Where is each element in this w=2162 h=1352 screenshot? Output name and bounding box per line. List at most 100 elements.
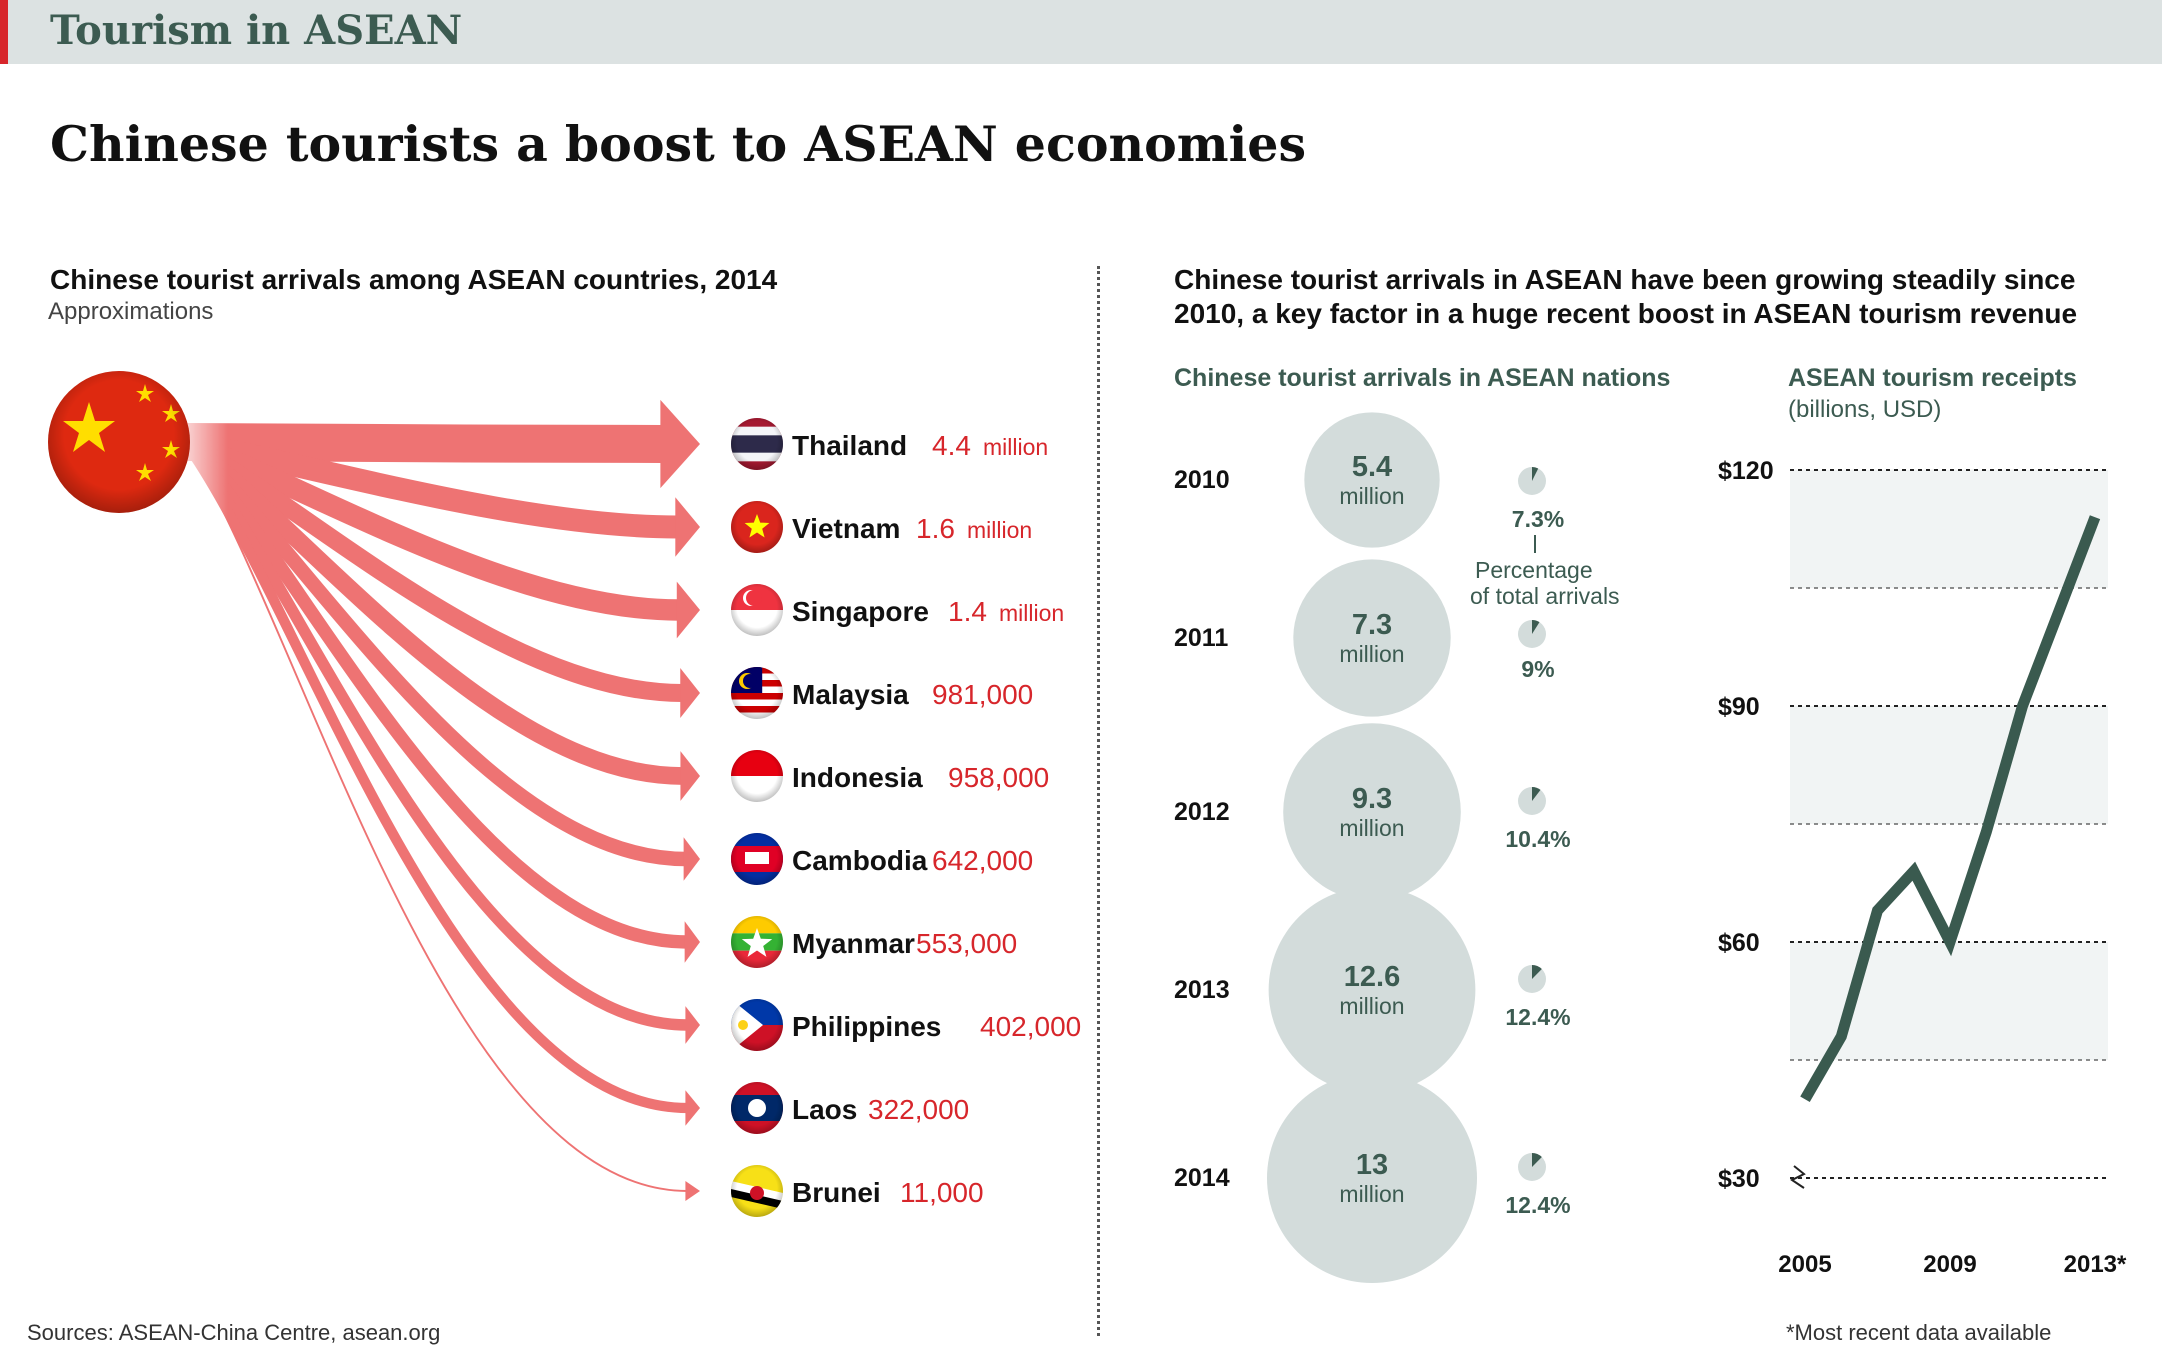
percent-label: 12.4% [1505, 1004, 1570, 1030]
percent-pie-2013 [1518, 965, 1546, 993]
arrow-philippines [180, 438, 700, 1044]
flags-layer [731, 418, 783, 1217]
myanmar-flag [731, 916, 783, 968]
arrow-fade [168, 400, 228, 1200]
cambodia-flag [731, 833, 783, 885]
country-value: 402,000 [980, 1011, 1081, 1042]
country-label: Thailand [792, 430, 907, 461]
bubble-year-label: 2010 [1174, 466, 1230, 494]
country-value: 4.4 [932, 430, 971, 461]
percent-label: 7.3% [1512, 506, 1564, 532]
right-panel-title-line2: 2010, a key factor in a huge recent boos… [1174, 298, 2078, 329]
country-label: Indonesia [792, 762, 923, 793]
country-value-unit: million [983, 434, 1048, 460]
country-label: Philippines [792, 1011, 941, 1042]
arrow-laos [180, 438, 700, 1126]
bubble-year-label: 2013 [1174, 976, 1230, 1004]
panel-divider [1097, 266, 1100, 1336]
arrow-indonesia [179, 434, 700, 801]
receipts-line [1800, 515, 2101, 1103]
malaysia-flag [731, 667, 783, 719]
right-panel-title-line1: Chinese tourist arrivals in ASEAN have b… [1174, 264, 2076, 295]
bubble-value: 7.3 [1352, 609, 1392, 641]
country-label: Vietnam [792, 513, 900, 544]
bubble-value: 5.4 [1352, 451, 1392, 483]
country-value: 322,000 [868, 1094, 969, 1125]
thailand-flag [731, 418, 783, 470]
arrow-singapore [181, 431, 700, 639]
country-value-unit: million [967, 517, 1032, 543]
bubble-year-label: 2014 [1174, 1164, 1230, 1192]
bubble-chart-title: Chinese tourist arrivals in ASEAN nation… [1174, 364, 1671, 392]
country-label: Myanmar [792, 928, 915, 959]
percent-pie-2012 [1518, 787, 1546, 815]
bubble-unit: million [1339, 641, 1404, 667]
arrow-cambodia [180, 436, 700, 881]
x-tick-label: 2013* [2064, 1251, 2127, 1278]
country-value: 553,000 [916, 928, 1017, 959]
bubble-2014 [1267, 1073, 1477, 1283]
bubble-2013 [1268, 886, 1476, 1094]
bubble-unit: million [1339, 483, 1404, 509]
percent-pie-2010 [1518, 467, 1546, 495]
bubble-unit: million [1339, 1181, 1404, 1207]
percentage-note-line1: Percentage [1475, 557, 1593, 583]
country-value: 1.4 [948, 596, 987, 627]
percent-pie-2014 [1518, 1153, 1546, 1181]
x-tick-label: 2005 [1778, 1251, 1831, 1278]
bubble-2011 [1293, 559, 1451, 717]
section-label: Tourism in ASEAN [50, 7, 463, 54]
x-tick-label: 2009 [1923, 1251, 1976, 1278]
country-value: 981,000 [932, 679, 1033, 710]
country-label: Malaysia [792, 679, 909, 710]
bubble-value: 9.3 [1352, 783, 1392, 815]
bubble-value: 13 [1356, 1149, 1388, 1181]
vietnam-flag [731, 501, 783, 553]
country-label: Cambodia [792, 845, 928, 876]
grid-band [1790, 470, 2108, 588]
indonesia-flag [731, 750, 783, 802]
country-label: Laos [792, 1094, 857, 1125]
left-panel-title: Chinese tourist arrivals among ASEAN cou… [50, 264, 778, 295]
page-title: Chinese tourists a boost to ASEAN econom… [50, 115, 1307, 173]
country-label: Singapore [792, 596, 929, 627]
line-chart-subtitle: (billions, USD) [1788, 396, 1942, 423]
country-value: 1.6 [916, 513, 955, 544]
china-flag [48, 371, 190, 513]
grid-band [1790, 706, 2108, 824]
left-panel-note: Approximations [48, 298, 214, 325]
singapore-flag [731, 584, 783, 636]
axis-break [1790, 1165, 1806, 1189]
arrow-brunei [184, 441, 700, 1201]
bubble-year-label: 2012 [1174, 798, 1230, 826]
y-tick-label: $60 [1718, 929, 1760, 957]
percent-label: 10.4% [1505, 826, 1570, 852]
bubble-value: 12.6 [1344, 961, 1400, 993]
percent-pie-2011 [1518, 620, 1546, 648]
section-header-bar [0, 0, 2162, 64]
percentage-note-line2: of total arrivals [1470, 583, 1620, 609]
country-value: 642,000 [932, 845, 1033, 876]
country-value: 958,000 [948, 762, 1049, 793]
percent-label: 9% [1521, 656, 1554, 682]
country-labels: Thailand 4.4 million Vietnam 1.6 million Singa… [792, 430, 1081, 1208]
bubble-unit: million [1339, 993, 1404, 1019]
arrows-layer [179, 399, 700, 1201]
arrow-myanmar [180, 437, 700, 963]
line-chart-title: ASEAN tourism receipts [1788, 364, 2077, 392]
bubble-2012 [1283, 723, 1461, 901]
country-value-unit: million [999, 600, 1064, 626]
country-value: 11,000 [900, 1177, 984, 1208]
bubble-2010 [1304, 412, 1440, 548]
philippines-flag [731, 999, 783, 1051]
percent-label: 12.4% [1505, 1192, 1570, 1218]
country-label: Brunei [792, 1177, 881, 1208]
sources: Sources: ASEAN-China Centre, asean.org [27, 1320, 441, 1345]
brunei-flag [731, 1165, 783, 1217]
bubble-year-label: 2011 [1174, 624, 1228, 652]
footnote: *Most recent data available [1786, 1320, 2052, 1345]
y-tick-label: $30 [1718, 1165, 1760, 1193]
y-tick-label: $90 [1718, 693, 1760, 721]
